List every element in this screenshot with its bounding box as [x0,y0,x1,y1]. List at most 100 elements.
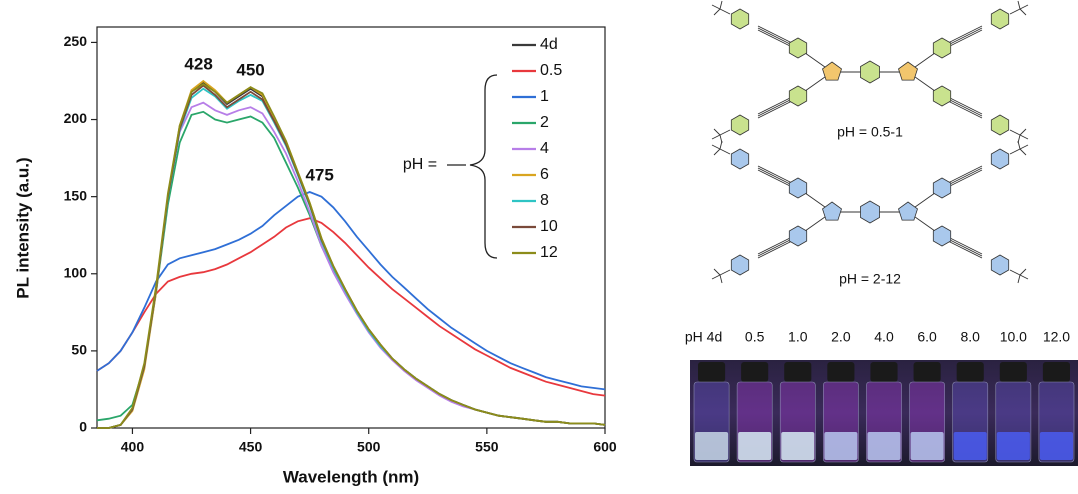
bond [1019,274,1029,280]
bond [719,8,731,15]
ring [730,8,750,30]
vial-cap [1042,362,1070,382]
series-line [97,87,606,429]
legend-label: 8 [540,192,549,209]
bond [1017,274,1021,284]
series-line [97,84,606,429]
bond [711,134,721,140]
y-tick-label: 150 [64,187,88,203]
photo-label: 1.0 [788,329,808,345]
series-line [97,81,606,429]
vial-cap [698,362,726,382]
vial-liquid [953,432,987,460]
structure-label: pH = 0.5-1 [837,124,903,140]
series-line [96,191,606,391]
y-tick-label: 100 [64,264,88,280]
ring [860,200,880,224]
vial-liquid [824,432,858,460]
ring [788,37,808,59]
x-tick-label: 600 [593,439,617,455]
bond [1019,128,1027,136]
photo-label: 4.0 [874,329,894,345]
legend-brace [469,74,498,259]
y-tick-label: 250 [64,33,88,49]
legend-label: 0.5 [540,62,562,79]
bond [719,274,723,284]
bond [1009,269,1021,276]
peak-label: 475 [305,166,333,185]
bond [711,274,721,280]
legend-label: 2 [540,114,549,131]
bond [1009,129,1021,136]
vial-cap [956,362,984,382]
x-tick-label: 500 [357,439,381,455]
bond [1017,140,1021,150]
legend-label: 12 [540,244,558,261]
vial-cap [827,362,855,382]
ring [788,177,808,199]
photo-label: 8.0 [960,329,980,345]
ring [788,85,808,107]
peak-label: 428 [184,54,212,73]
bond [711,144,721,150]
vial-cap [784,362,812,382]
vial-liquid [910,432,944,460]
vial-liquid [996,432,1030,460]
bond [1009,8,1021,15]
y-tick-label: 50 [71,342,87,358]
ring [990,148,1010,170]
y-axis-title: PL intensity (a.u.) [13,157,32,298]
photo-label: 0.5 [745,329,765,345]
legend-label: 4 [540,140,549,157]
bond [713,148,721,156]
bond [713,128,721,136]
y-tick-label: 200 [64,110,88,126]
vial-cap [741,362,769,382]
peak-label: 450 [236,61,264,80]
series-line [97,83,606,429]
bond [1019,144,1029,150]
ring [730,114,750,136]
bond [719,269,731,276]
photo-label: pH 4d [685,329,722,345]
ring [898,201,918,221]
ring [932,37,952,59]
photo-label: 2.0 [831,329,851,345]
structure-label: pH = 2-12 [839,271,901,287]
ring [932,85,952,107]
photo-label: 6.0 [917,329,937,345]
x-tick-label: 550 [475,439,499,455]
ring [932,225,952,247]
bond [713,268,721,276]
bond [713,8,721,16]
photo-label: 12.0 [1043,329,1070,345]
legend-label: 10 [540,218,558,235]
y-tick-label: 0 [79,419,87,435]
vial-liquid [1039,432,1073,460]
ring [990,114,1010,136]
ring [990,254,1010,276]
x-tick-label: 400 [121,439,145,455]
vial-cap [870,362,898,382]
series-line [97,101,606,429]
bond [719,148,731,155]
ring [898,61,918,81]
ring [730,148,750,170]
ring [822,61,842,81]
vial-liquid [738,432,772,460]
vial-cap [999,362,1027,382]
vial-cap [913,362,941,382]
x-axis-title: Wavelength (nm) [283,467,419,486]
bond [1017,0,1021,10]
vial-liquid [695,432,729,460]
bond [719,140,723,150]
bond [711,4,721,10]
vial-liquid [781,432,815,460]
ring [932,177,952,199]
plot-frame [96,26,606,429]
series-line [96,217,606,397]
bond [1009,148,1021,155]
ring [788,225,808,247]
bond [719,0,723,10]
